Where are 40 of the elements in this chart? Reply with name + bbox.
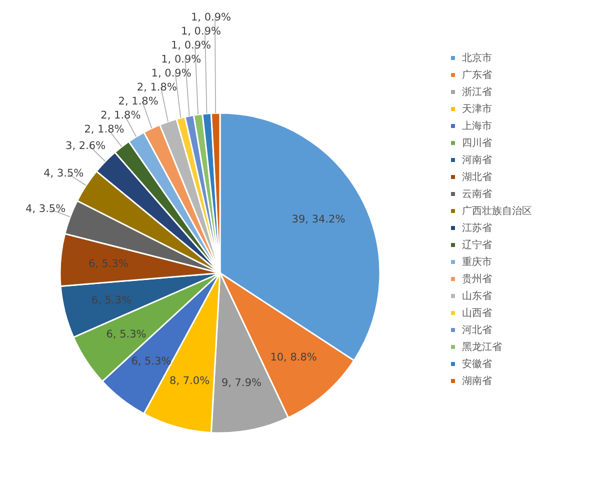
data-label: 6, 5.3% (88, 258, 128, 270)
data-label: 9, 7.9% (221, 376, 262, 389)
legend-label: 云南省 (462, 188, 492, 200)
data-label: 4, 3.5% (44, 167, 84, 180)
legend-label: 广西壮族自治区 (462, 205, 532, 217)
legend-label: 安徽省 (462, 358, 492, 370)
data-label: 2, 1.8% (136, 81, 177, 94)
legend-label: 山西省 (462, 307, 492, 319)
legend-label: 湖北省 (462, 171, 492, 183)
legend-label: 北京市 (462, 52, 492, 64)
data-label: 1, 0.9% (161, 53, 202, 66)
legend-label: 贵州省 (462, 273, 492, 285)
data-label: 10, 8.8% (270, 351, 317, 364)
legend-label: 江苏省 (462, 222, 492, 234)
legend-label: 四川省 (462, 137, 492, 149)
data-label: 39, 34.2% (292, 214, 346, 226)
data-label: 4, 3.5% (26, 203, 66, 216)
legend-label: 辽宁省 (462, 239, 492, 251)
data-label: 6, 5.3% (106, 328, 146, 340)
legend-label: 黑龙江省 (462, 341, 502, 353)
legend-label: 天津市 (462, 103, 492, 115)
legend-label: 广东省 (462, 69, 492, 81)
legend-label: 山东省 (462, 290, 492, 302)
data-label: 2, 1.8% (100, 109, 141, 122)
data-label: 1, 0.9% (190, 11, 232, 24)
data-label: 6, 5.3% (131, 355, 172, 368)
legend-label: 河南省 (462, 154, 492, 166)
legend-label: 湖南省 (462, 375, 492, 387)
data-label: 1, 0.9% (180, 25, 222, 38)
data-label: 1, 0.9% (170, 39, 212, 52)
legend-label: 上海市 (462, 120, 492, 132)
legend-label: 河北省 (462, 324, 492, 336)
data-label: 1, 0.9% (151, 67, 192, 80)
data-label: 6, 5.3% (91, 294, 132, 306)
data-label: 8, 7.0% (170, 374, 210, 387)
data-label: 2, 1.8% (84, 123, 124, 136)
data-label: 3, 2.6% (66, 140, 106, 152)
legend-label: 浙江省 (462, 86, 492, 98)
legend-label: 重庆市 (462, 256, 492, 268)
data-label: 2, 1.8% (118, 95, 158, 108)
